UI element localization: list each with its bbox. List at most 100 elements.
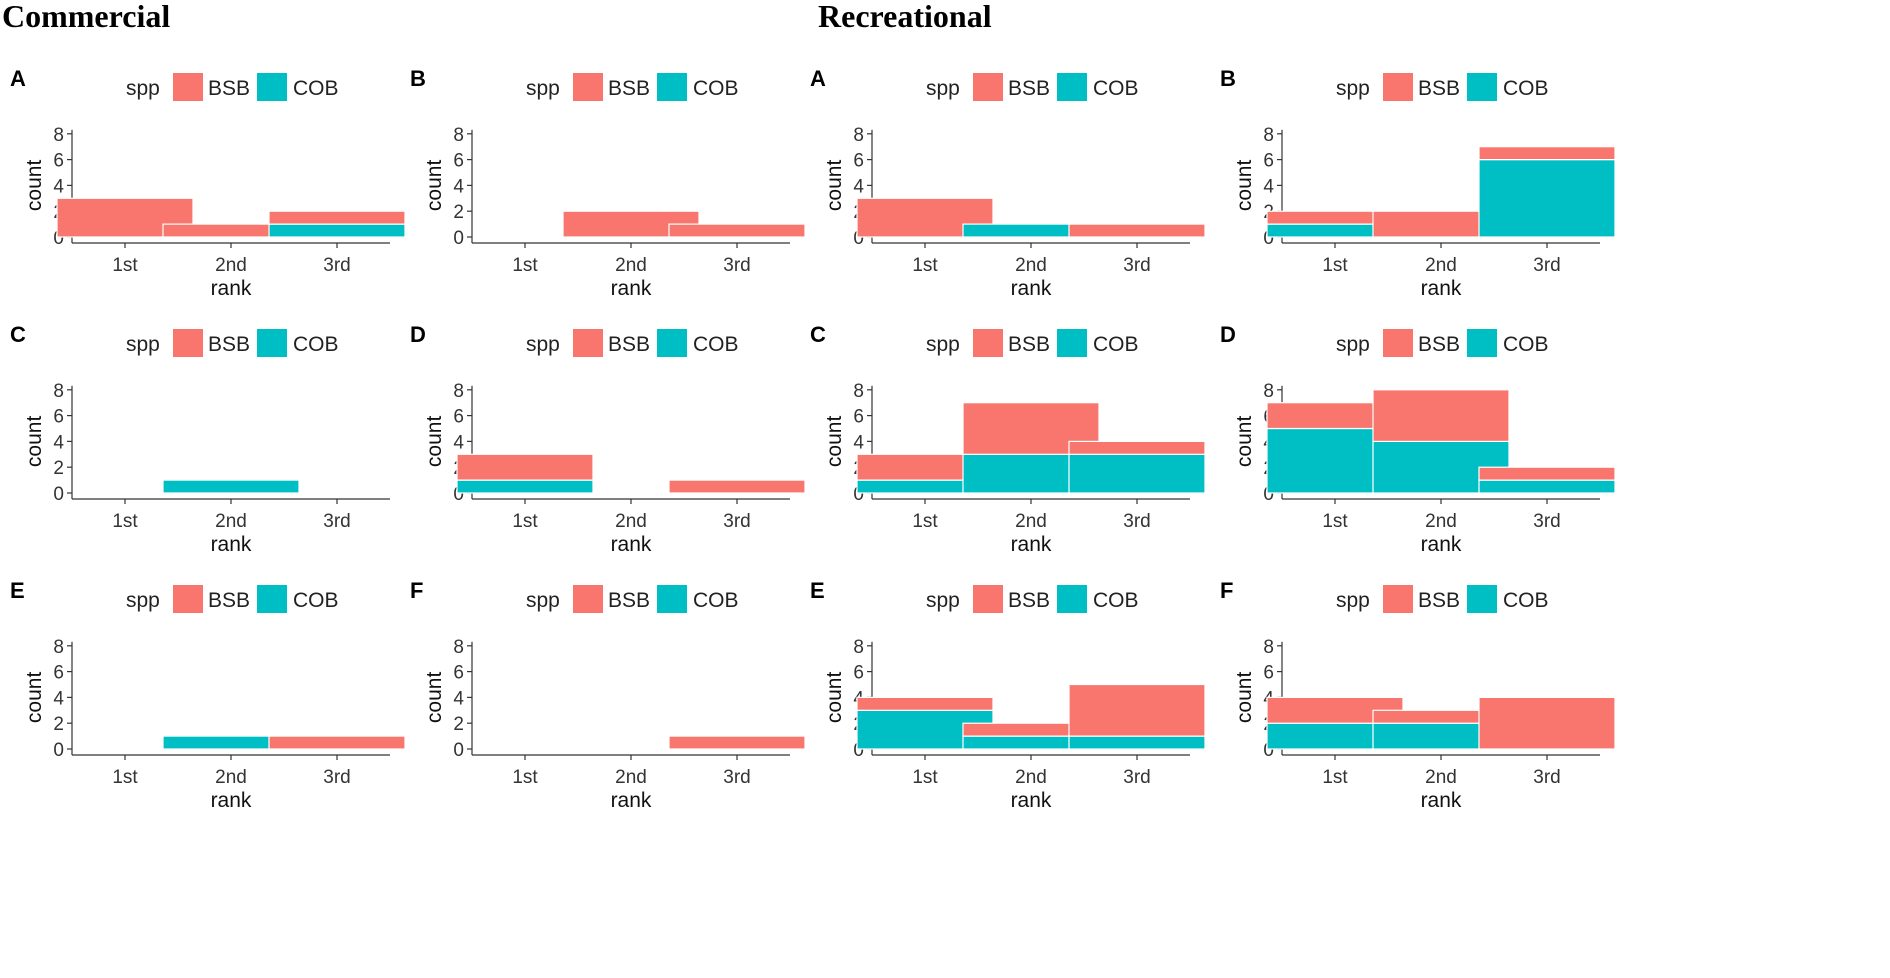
y-tick-label: 8 xyxy=(853,381,864,402)
y-tick-label: 6 xyxy=(1263,151,1274,172)
bar-cob-3rd xyxy=(1478,479,1616,494)
y-tick-label: 4 xyxy=(53,432,64,453)
y-tick-label: 0 xyxy=(1263,484,1274,505)
bar-cob-1st xyxy=(456,479,594,494)
legend-label-bsb: BSB xyxy=(1008,333,1050,356)
legend-swatch-cob xyxy=(1057,585,1087,613)
y-tick-label: 0 xyxy=(853,484,864,505)
bar-bsb-3rd xyxy=(1478,466,1616,481)
x-axis-title: rank xyxy=(611,277,652,300)
chart-panel: DsppBSBCOB024681st2nd3rdrankcount xyxy=(410,322,806,556)
legend-label-bsb: BSB xyxy=(1008,589,1050,612)
commercial-heading: Commercial xyxy=(2,0,171,34)
x-tick-label: 2nd xyxy=(1015,767,1047,788)
y-tick-label: 6 xyxy=(1263,663,1274,684)
legend-label-bsb: BSB xyxy=(608,589,650,612)
legend-title: spp xyxy=(526,333,560,356)
x-tick-label: 1st xyxy=(1322,255,1348,276)
bar-cob-3rd xyxy=(268,223,406,238)
y-tick-label: 4 xyxy=(853,176,864,197)
legend-label-cob: COB xyxy=(1093,333,1139,356)
bar-bsb-2nd xyxy=(962,402,1100,455)
y-tick-label: 2 xyxy=(453,202,464,223)
panel-label: E xyxy=(810,578,825,603)
legend-title: spp xyxy=(1336,77,1370,100)
panel-label: F xyxy=(410,578,423,603)
bar-bsb-3rd xyxy=(1068,683,1206,737)
panel-label: B xyxy=(1220,66,1236,91)
y-tick-label: 4 xyxy=(453,688,464,709)
y-tick-label: 2 xyxy=(53,714,64,735)
y-tick-label: 4 xyxy=(453,176,464,197)
y-tick-label: 6 xyxy=(53,663,64,684)
legend-swatch-cob xyxy=(257,329,287,357)
x-tick-label: 1st xyxy=(112,767,138,788)
y-tick-label: 8 xyxy=(1263,637,1274,658)
legend-title: spp xyxy=(1336,333,1370,356)
bar-bsb-2nd xyxy=(1372,389,1510,443)
y-tick-label: 0 xyxy=(853,228,864,249)
bar-bsb-3rd xyxy=(1478,696,1616,750)
legend-label-bsb: BSB xyxy=(1418,333,1460,356)
panel-label: A xyxy=(10,66,26,91)
chart-panel: DsppBSBCOB024681st2nd3rdrankcount xyxy=(1220,322,1616,556)
x-axis-title: rank xyxy=(211,789,252,812)
bar-bsb-3rd xyxy=(1068,223,1206,238)
legend-title: spp xyxy=(126,333,160,356)
legend-title: spp xyxy=(926,333,960,356)
legend-swatch-cob xyxy=(1057,329,1087,357)
bar-bsb-3rd xyxy=(268,735,406,750)
bar-cob-3rd xyxy=(1068,453,1206,494)
panel-label: D xyxy=(1220,322,1236,347)
x-axis-title: rank xyxy=(1011,533,1052,556)
legend-swatch-bsb xyxy=(1383,329,1413,357)
x-tick-label: 2nd xyxy=(215,767,247,788)
x-tick-label: 2nd xyxy=(1015,255,1047,276)
bar-bsb-3rd xyxy=(1068,440,1206,455)
y-tick-label: 6 xyxy=(853,663,864,684)
panel-label: F xyxy=(1220,578,1233,603)
y-tick-label: 2 xyxy=(53,458,64,479)
y-tick-label: 2 xyxy=(453,714,464,735)
y-axis-title: count xyxy=(1233,160,1256,212)
y-tick-label: 6 xyxy=(853,407,864,428)
panel-label: C xyxy=(10,322,26,347)
legend-swatch-cob xyxy=(1467,585,1497,613)
legend-swatch-bsb xyxy=(973,585,1003,613)
x-tick-label: 1st xyxy=(112,255,138,276)
bar-bsb-1st xyxy=(856,696,994,711)
legend-swatch-bsb xyxy=(1383,585,1413,613)
x-tick-label: 2nd xyxy=(1425,255,1457,276)
y-tick-label: 6 xyxy=(453,151,464,172)
legend-label-cob: COB xyxy=(293,589,339,612)
bar-bsb-3rd xyxy=(668,223,806,238)
y-axis-title: count xyxy=(23,416,46,468)
bar-cob-3rd xyxy=(1068,735,1206,750)
legend-label-cob: COB xyxy=(1503,77,1549,100)
legend-swatch-cob xyxy=(1467,329,1497,357)
legend-swatch-cob xyxy=(1057,73,1087,101)
y-axis-title: count xyxy=(823,160,846,212)
y-axis-title: count xyxy=(823,416,846,468)
x-axis-title: rank xyxy=(211,277,252,300)
x-tick-label: 1st xyxy=(512,767,538,788)
y-tick-label: 4 xyxy=(53,688,64,709)
legend-title: spp xyxy=(1336,589,1370,612)
legend-label-cob: COB xyxy=(1503,589,1549,612)
x-tick-label: 1st xyxy=(1322,511,1348,532)
panel-label: D xyxy=(410,322,426,347)
y-tick-label: 8 xyxy=(53,125,64,146)
legend-label-bsb: BSB xyxy=(208,333,250,356)
x-axis-title: rank xyxy=(211,533,252,556)
legend-title: spp xyxy=(926,589,960,612)
x-axis-title: rank xyxy=(1421,533,1462,556)
y-tick-label: 0 xyxy=(1263,740,1274,761)
y-tick-label: 6 xyxy=(853,151,864,172)
legend-label-cob: COB xyxy=(293,333,339,356)
x-tick-label: 2nd xyxy=(1425,767,1457,788)
y-axis-title: count xyxy=(823,672,846,724)
y-tick-label: 8 xyxy=(53,381,64,402)
